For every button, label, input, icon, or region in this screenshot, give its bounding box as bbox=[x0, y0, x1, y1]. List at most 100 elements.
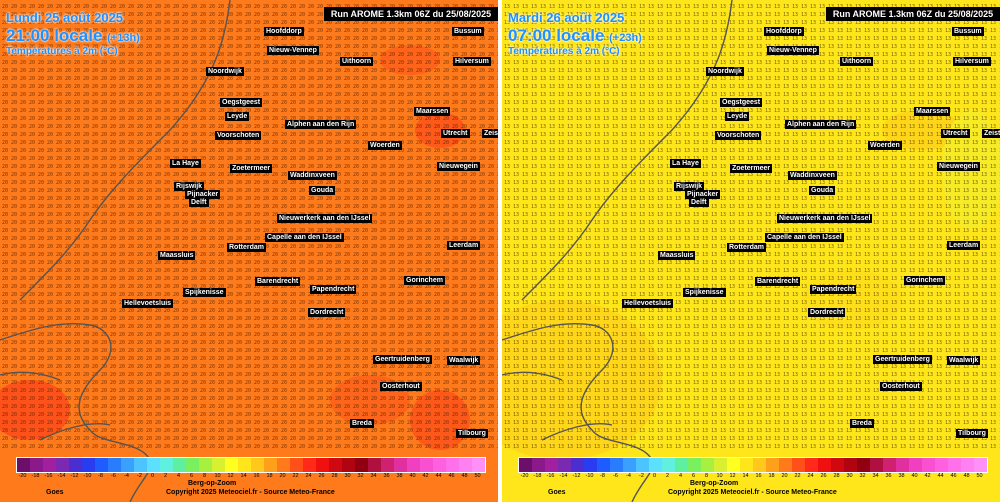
grid-value: 20 bbox=[380, 300, 386, 306]
grid-value: 13 bbox=[585, 172, 591, 178]
city-label: Gouda bbox=[309, 186, 336, 195]
grid-value: 20 bbox=[110, 116, 116, 122]
city-label: Spijkenisse bbox=[183, 288, 226, 297]
grid-value: 20 bbox=[101, 164, 107, 170]
grid-value: 20 bbox=[101, 196, 107, 202]
grid-value: 13 bbox=[567, 228, 573, 234]
grid-value: 20 bbox=[2, 196, 8, 202]
grid-value: 20 bbox=[353, 92, 359, 98]
grid-value: 13 bbox=[810, 84, 816, 90]
grid-value: 20 bbox=[56, 444, 62, 450]
legend-swatch bbox=[225, 458, 238, 472]
grid-value: 20 bbox=[353, 84, 359, 90]
grid-value: 13 bbox=[639, 100, 645, 106]
grid-value: 20 bbox=[83, 12, 89, 18]
grid-value: 20 bbox=[380, 124, 386, 130]
grid-value: 20 bbox=[137, 100, 143, 106]
grid-value: 20 bbox=[2, 436, 8, 442]
grid-value: 13 bbox=[747, 20, 753, 26]
grid-value: 20 bbox=[110, 444, 116, 450]
grid-value: 20 bbox=[11, 164, 17, 170]
legend-swatch bbox=[121, 458, 134, 472]
grid-value: 13 bbox=[684, 132, 690, 138]
grid-value: 13 bbox=[621, 196, 627, 202]
grid-value: 13 bbox=[711, 204, 717, 210]
grid-value: 13 bbox=[504, 44, 510, 50]
grid-value: 20 bbox=[173, 148, 179, 154]
grid-value: 20 bbox=[362, 428, 368, 434]
grid-value: 20 bbox=[326, 252, 332, 258]
grid-value: 20 bbox=[470, 340, 476, 346]
legend-swatch bbox=[30, 458, 43, 472]
grid-value: 20 bbox=[155, 12, 161, 18]
grid-value: 13 bbox=[612, 76, 618, 82]
grid-value: 20 bbox=[254, 180, 260, 186]
grid-value: 20 bbox=[353, 140, 359, 146]
grid-value: 20 bbox=[65, 308, 71, 314]
grid-value: 20 bbox=[92, 124, 98, 130]
grid-value: 20 bbox=[326, 412, 332, 418]
grid-value: 20 bbox=[164, 348, 170, 354]
grid-value: 20 bbox=[101, 148, 107, 154]
grid-value: 20 bbox=[290, 108, 296, 114]
grid-value: 13 bbox=[918, 196, 924, 202]
grid-value: 20 bbox=[65, 172, 71, 178]
grid-value: 13 bbox=[918, 92, 924, 98]
grid-value: 20 bbox=[173, 116, 179, 122]
legend-value: 16 bbox=[253, 473, 260, 479]
grid-value: 20 bbox=[191, 108, 197, 114]
grid-value: 20 bbox=[488, 404, 494, 410]
grid-value: 13 bbox=[972, 108, 978, 114]
grid-value: 20 bbox=[218, 92, 224, 98]
grid-value: 13 bbox=[837, 172, 843, 178]
grid-value: 13 bbox=[738, 84, 744, 90]
grid-value: 13 bbox=[540, 60, 546, 66]
grid-value: 13 bbox=[828, 84, 834, 90]
grid-value: 20 bbox=[299, 372, 305, 378]
grid-value: 20 bbox=[236, 180, 242, 186]
grid-value: 20 bbox=[128, 12, 134, 18]
grid-value: 20 bbox=[443, 196, 449, 202]
grid-value: 13 bbox=[567, 204, 573, 210]
grid-value: 20 bbox=[488, 108, 494, 114]
grid-value: 20 bbox=[83, 100, 89, 106]
grid-value: 20 bbox=[38, 148, 44, 154]
grid-value: 20 bbox=[308, 132, 314, 138]
grid-value: 20 bbox=[128, 332, 134, 338]
grid-value: 20 bbox=[137, 292, 143, 298]
grid-value: 20 bbox=[434, 92, 440, 98]
grid-value: 13 bbox=[954, 68, 960, 74]
grid-value: 20 bbox=[407, 388, 413, 394]
grid-value: 13 bbox=[873, 196, 879, 202]
grid-value: 13 bbox=[657, 84, 663, 90]
grid-value: 13 bbox=[900, 76, 906, 82]
grid-value: 20 bbox=[407, 244, 413, 250]
grid-value: 20 bbox=[173, 228, 179, 234]
grid-value: 20 bbox=[2, 52, 8, 58]
grid-value: 20 bbox=[200, 52, 206, 58]
grid-value: 13 bbox=[666, 148, 672, 154]
grid-value: 13 bbox=[576, 100, 582, 106]
grid-value: 13 bbox=[792, 196, 798, 202]
grid-value: 20 bbox=[353, 348, 359, 354]
grid-value: 20 bbox=[407, 116, 413, 122]
grid-value: 13 bbox=[693, 228, 699, 234]
grid-value: 13 bbox=[810, 140, 816, 146]
grid-value: 20 bbox=[11, 316, 17, 322]
grid-value: 20 bbox=[173, 60, 179, 66]
grid-value: 20 bbox=[479, 252, 485, 258]
grid-value: 13 bbox=[621, 116, 627, 122]
grid-value: 20 bbox=[254, 108, 260, 114]
grid-value: 13 bbox=[981, 116, 987, 122]
grid-value: 20 bbox=[29, 164, 35, 170]
grid-value: 13 bbox=[720, 84, 726, 90]
grid-value: 20 bbox=[380, 364, 386, 370]
grid-value: 13 bbox=[630, 140, 636, 146]
grid-value: 20 bbox=[497, 172, 498, 178]
grid-value: 13 bbox=[792, 84, 798, 90]
grid-value: 20 bbox=[398, 60, 404, 66]
grid-value: 20 bbox=[173, 316, 179, 322]
grid-value: 20 bbox=[182, 36, 188, 42]
grid-value: 13 bbox=[873, 188, 879, 194]
grid-value: 20 bbox=[146, 212, 152, 218]
